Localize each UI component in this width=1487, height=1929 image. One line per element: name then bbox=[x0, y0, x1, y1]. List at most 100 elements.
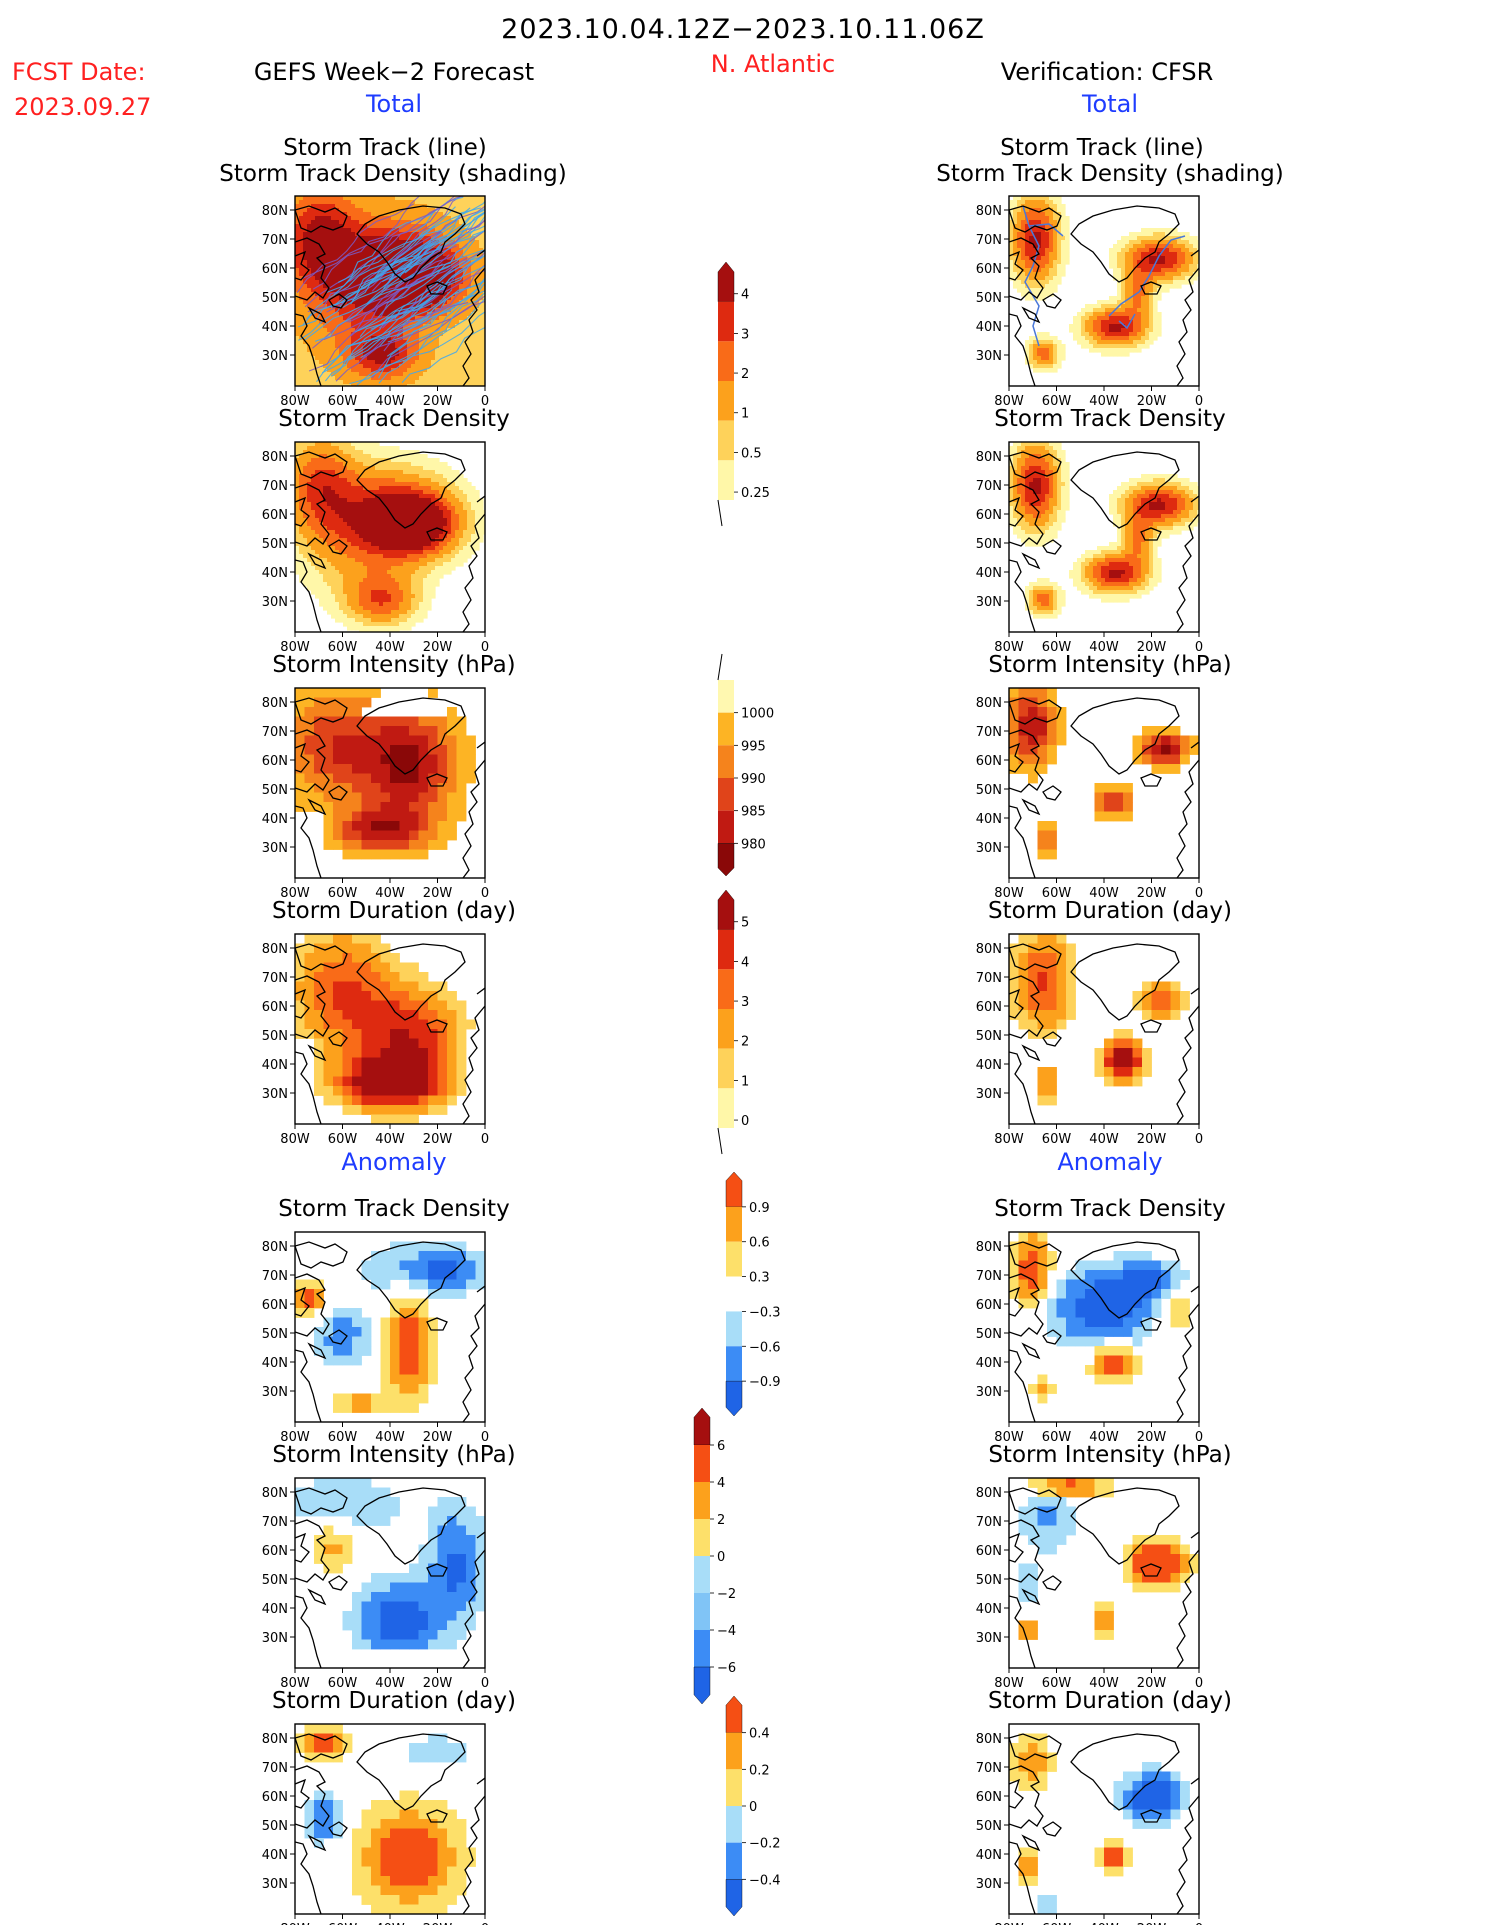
lat-tick-label: 60N bbox=[976, 1544, 1002, 1559]
lat-tick-label: 70N bbox=[976, 1269, 1002, 1284]
lat-tick-label: 80N bbox=[262, 942, 288, 957]
colorbar-duration-anom: 0.40.20−0.2−0.4 bbox=[726, 1696, 781, 1916]
lat-tick-label: 50N bbox=[976, 1573, 1002, 1588]
lon-tick-label: 0 bbox=[481, 394, 489, 409]
lat-tick-label: 30N bbox=[976, 1385, 1002, 1400]
lon-tick-label: 60W bbox=[328, 1430, 358, 1445]
colorbar-label: −2 bbox=[717, 1587, 736, 1602]
lat-tick-label: 30N bbox=[262, 1631, 288, 1646]
lat-tick-label: 60N bbox=[262, 1298, 288, 1313]
lon-tick-label: 80W bbox=[280, 394, 310, 409]
colorbar-label: 1 bbox=[741, 1074, 749, 1089]
lat-tick-label: 30N bbox=[262, 841, 288, 856]
lat-tick-label: 80N bbox=[976, 1240, 1002, 1255]
lat-tick-label: 50N bbox=[262, 783, 288, 798]
lat-tick-label: 30N bbox=[976, 349, 1002, 364]
lat-tick-label: 40N bbox=[262, 1602, 288, 1617]
colorbar-label: 985 bbox=[741, 805, 766, 820]
lon-tick-label: 60W bbox=[328, 394, 358, 409]
lat-tick-label: 80N bbox=[976, 204, 1002, 219]
lat-tick-label: 50N bbox=[262, 291, 288, 306]
lat-tick-label: 50N bbox=[262, 1573, 288, 1588]
colorbar-label: 6 bbox=[717, 1439, 725, 1454]
lat-tick-label: 30N bbox=[262, 349, 288, 364]
verification-title: Verification: CFSR bbox=[1001, 58, 1214, 86]
lat-tick-label: 40N bbox=[976, 1602, 1002, 1617]
title-density-anom-right: Storm Track Density bbox=[994, 1196, 1225, 1222]
colorbar-segment bbox=[726, 1381, 742, 1416]
colorbar-label: 0.9 bbox=[749, 1201, 770, 1216]
lat-tick-label: 70N bbox=[262, 725, 288, 740]
colorbar-segment bbox=[694, 1667, 710, 1704]
colorbar-segment bbox=[718, 745, 734, 778]
colorbar-segment bbox=[718, 680, 734, 713]
colorbar-segment bbox=[694, 1519, 710, 1556]
colorbar-segment bbox=[718, 930, 734, 970]
lon-tick-label: 80W bbox=[280, 1132, 310, 1147]
lat-tick-label: 50N bbox=[976, 291, 1002, 306]
lon-tick-label: 60W bbox=[1042, 640, 1072, 655]
lon-tick-label: 40W bbox=[1089, 1676, 1119, 1691]
lon-tick-label: 80W bbox=[994, 1430, 1024, 1445]
lon-tick-label: 60W bbox=[1042, 886, 1072, 901]
lon-tick-label: 40W bbox=[1089, 886, 1119, 901]
lat-tick-label: 70N bbox=[976, 1515, 1002, 1530]
lon-tick-label: 80W bbox=[280, 640, 310, 655]
title-track-shading-left: Storm Track Density (shading) bbox=[219, 161, 566, 187]
lat-tick-label: 30N bbox=[976, 595, 1002, 610]
lat-tick-label: 80N bbox=[262, 450, 288, 465]
lat-tick-label: 70N bbox=[262, 1269, 288, 1284]
lon-tick-label: 20W bbox=[1137, 394, 1167, 409]
colorbar-label: 0 bbox=[741, 1114, 749, 1129]
title-track-shading-right: Storm Track Density (shading) bbox=[936, 161, 1283, 187]
colorbar-label: −0.2 bbox=[749, 1837, 781, 1852]
colorbar-label: 4 bbox=[717, 1476, 725, 1491]
total-label-left: Total bbox=[365, 90, 422, 118]
region-label: N. Atlantic bbox=[711, 50, 835, 78]
colorbar-label: −0.6 bbox=[749, 1340, 781, 1355]
lon-tick-label: 0 bbox=[1195, 394, 1203, 409]
lon-tick-label: 60W bbox=[328, 886, 358, 901]
colorbar-segment bbox=[726, 1242, 742, 1277]
lat-tick-label: 40N bbox=[262, 1848, 288, 1863]
lat-tick-label: 40N bbox=[262, 320, 288, 335]
lat-tick-label: 30N bbox=[976, 841, 1002, 856]
colorbar-label: 2 bbox=[717, 1513, 725, 1528]
colorbar-segment bbox=[694, 1408, 710, 1445]
lat-tick-label: 50N bbox=[262, 1819, 288, 1834]
title-duration-left: Storm Duration (day) bbox=[272, 898, 516, 924]
colorbar-label: −0.3 bbox=[749, 1305, 781, 1320]
lon-tick-label: 20W bbox=[423, 1676, 453, 1691]
anomaly-label-left: Anomaly bbox=[341, 1148, 446, 1176]
lat-tick-label: 60N bbox=[976, 1000, 1002, 1015]
lat-tick-label: 80N bbox=[976, 696, 1002, 711]
colorbar-segment bbox=[718, 843, 734, 876]
colorbar-segment bbox=[718, 262, 734, 302]
lon-tick-label: 0 bbox=[1195, 1430, 1203, 1445]
lat-tick-label: 80N bbox=[262, 1486, 288, 1501]
lon-tick-label: 0 bbox=[1195, 1132, 1203, 1147]
colorbar-segment bbox=[694, 1445, 710, 1482]
lon-tick-label: 0 bbox=[1195, 640, 1203, 655]
lon-tick-label: 40W bbox=[375, 1430, 405, 1445]
lon-tick-label: 0 bbox=[481, 1430, 489, 1445]
lat-tick-label: 60N bbox=[262, 754, 288, 769]
colorbar-label: 5 bbox=[741, 916, 749, 931]
lon-tick-label: 80W bbox=[280, 886, 310, 901]
lon-tick-label: 80W bbox=[994, 1676, 1024, 1691]
colorbar-segment bbox=[726, 1733, 742, 1770]
lat-tick-label: 40N bbox=[976, 812, 1002, 827]
lat-tick-label: 60N bbox=[262, 262, 288, 277]
lon-tick-label: 40W bbox=[375, 394, 405, 409]
colorbar-segment bbox=[694, 1556, 710, 1593]
title-density-anom-left: Storm Track Density bbox=[278, 1196, 509, 1222]
lat-tick-label: 60N bbox=[262, 1000, 288, 1015]
lat-tick-label: 80N bbox=[262, 696, 288, 711]
lon-tick-label: 0 bbox=[1195, 886, 1203, 901]
colorbar-segment bbox=[694, 1630, 710, 1667]
title-intensity-anom-left: Storm Intensity (hPa) bbox=[272, 1442, 515, 1468]
lat-tick-label: 70N bbox=[262, 479, 288, 494]
